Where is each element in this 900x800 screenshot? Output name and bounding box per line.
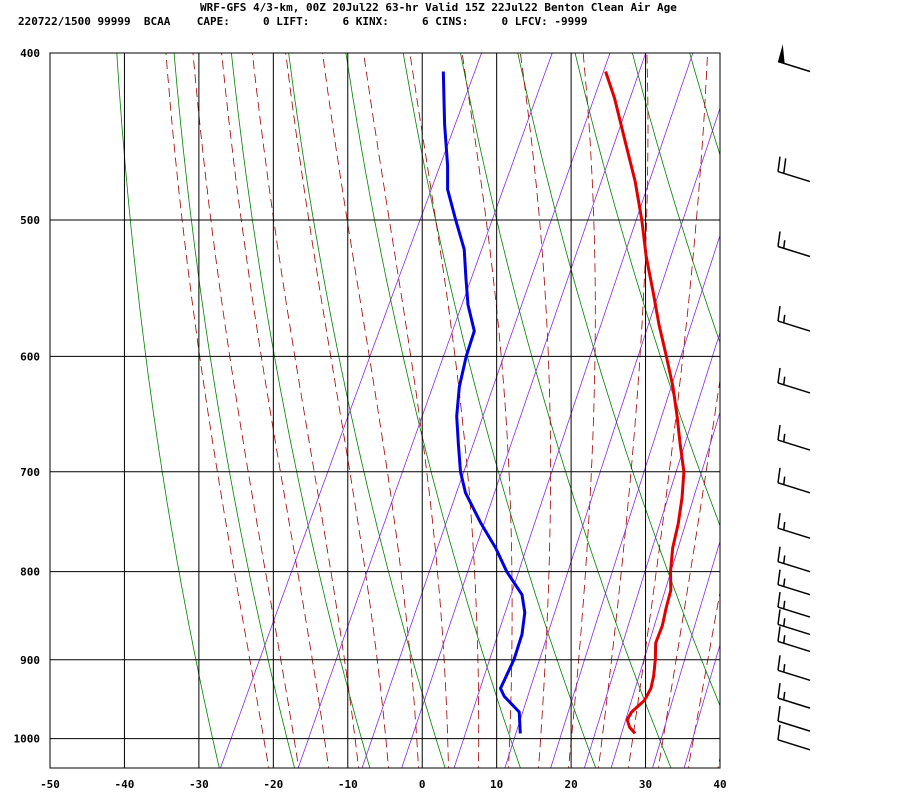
wind-barb	[777, 609, 811, 636]
y-tick-label: 500	[20, 214, 40, 227]
moist-adiabat-line	[568, 53, 596, 768]
y-axis-ticks: 400 500 600 700 800 900 1000	[14, 47, 41, 746]
wind-barb	[777, 655, 811, 682]
y-tick-label: 800	[20, 566, 40, 579]
moist-adiabat-line	[165, 53, 270, 768]
mixing-ratio-line	[583, 331, 720, 768]
plot-frame	[49, 52, 721, 769]
wind-barb	[777, 44, 811, 73]
moist-adiabat-line	[627, 53, 708, 768]
mixing-ratio-line	[683, 643, 720, 768]
dry-adiabat-line	[631, 53, 720, 344]
x-tick-label: 20	[564, 778, 577, 791]
dry-adiabat-line	[741, 34, 900, 775]
dewpoint-profile-line	[441, 71, 527, 734]
station-indices: 220722/1500 99999 BCAA CAPE: 0 LIFT: 6 K…	[18, 15, 588, 28]
wind-barb	[777, 305, 811, 332]
mixing-ratio-line	[719, 34, 900, 775]
dry-adiabat-line	[173, 53, 296, 768]
dry-adiabat-line	[460, 53, 672, 768]
y-tick-label: 700	[20, 466, 40, 479]
wind-barb	[777, 569, 811, 596]
mixing-ratio-line	[453, 53, 694, 768]
chart-header: WRF-GFS 4/3-km, 00Z 20Jul22 63-hr Valid …	[0, 0, 900, 40]
mixing-ratio-line	[550, 234, 720, 768]
x-tick-label: 10	[490, 778, 503, 791]
y-tick-label: 600	[20, 350, 40, 363]
x-tick-label: 40	[713, 778, 726, 791]
x-tick-label: 30	[639, 778, 652, 791]
temperature-profile-line	[604, 71, 686, 735]
mixing-ratio-line	[297, 53, 553, 768]
moist-adiabat-line	[657, 377, 720, 768]
wind-barb	[777, 367, 811, 394]
dry-adiabat-line	[116, 53, 220, 768]
x-tick-label: 0	[419, 778, 426, 791]
moist-adiabat-line	[717, 755, 720, 768]
wind-barbs	[777, 44, 811, 751]
wind-barb	[777, 706, 811, 732]
moist-adiabat-line	[221, 53, 330, 768]
y-tick-label: 400	[20, 47, 40, 60]
moist-adiabat-line	[597, 53, 649, 768]
moist-adiabat-line	[519, 53, 551, 768]
wind-barb	[777, 513, 811, 539]
wind-barb	[777, 683, 811, 709]
chart-title: WRF-GFS 4/3-km, 00Z 20Jul22 63-hr Valid …	[200, 1, 677, 14]
moist-adiabat-line	[363, 53, 449, 768]
y-tick-label: 900	[20, 654, 40, 667]
mixing-ratio-line	[652, 540, 720, 768]
moist-adiabat-line	[285, 53, 389, 768]
x-tick-label: -20	[263, 778, 283, 791]
moist-adiabat-line	[687, 590, 720, 768]
dry-adiabat-line	[855, 34, 900, 775]
wind-barb	[777, 424, 811, 451]
moist-adiabat-line	[251, 53, 359, 768]
mixing-ratio-line	[220, 53, 483, 768]
mixing-ratio-line	[610, 411, 720, 768]
x-tick-label: -30	[189, 778, 209, 791]
wind-barb	[777, 546, 811, 573]
mixing-ratio-line	[401, 53, 647, 768]
x-axis-ticks: -50 -40 -30 -20 -10 0 10 20 30 40	[40, 778, 727, 791]
x-tick-label: -50	[40, 778, 60, 791]
dry-adiabat-line	[574, 53, 720, 527]
wind-barb	[777, 626, 811, 653]
dry-adiabat-line	[345, 53, 521, 768]
wind-barb	[777, 231, 811, 258]
x-tick-label: -10	[338, 778, 358, 791]
wind-barb	[777, 724, 811, 751]
wind-barb	[777, 591, 811, 618]
background-lines	[116, 34, 900, 775]
wind-barb	[777, 156, 811, 183]
moist-adiabat-line	[409, 53, 480, 768]
x-tick-label: -40	[115, 778, 135, 791]
wind-barb	[777, 467, 811, 494]
y-tick-label: 1000	[14, 733, 41, 746]
dry-adiabat-line	[402, 53, 597, 768]
grid-lines	[49, 52, 721, 768]
dry-adiabat-line	[798, 34, 900, 775]
dry-adiabat-line	[288, 53, 446, 768]
dry-adiabat-line	[689, 53, 720, 157]
sounding-profiles	[441, 71, 686, 735]
moist-adiabat-line	[461, 53, 513, 768]
